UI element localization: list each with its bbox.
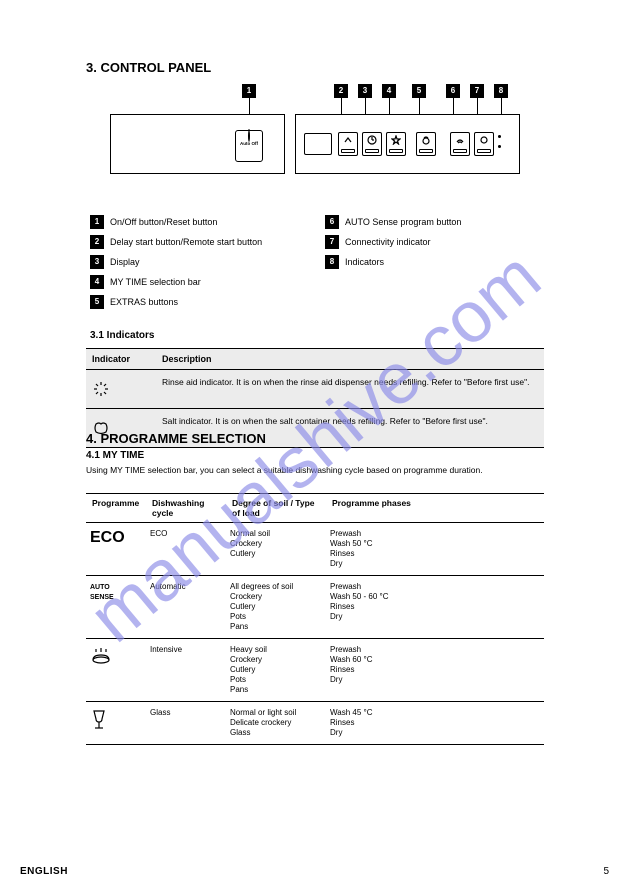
tbl2-row-eco: ECO ECO Normal soil Crockery Cutlery Pre… bbox=[86, 523, 544, 576]
page-number: 5 bbox=[603, 866, 609, 877]
legend-col-left: 1On/Off button/Reset button 2Delay start… bbox=[90, 215, 310, 315]
programmes-table: Programme Dishwashing cycle Degree of so… bbox=[86, 493, 544, 745]
plate-icon bbox=[90, 645, 112, 667]
tbl1-row-rinse: Rinse aid indicator. It is on when the r… bbox=[86, 370, 544, 409]
section-3-title: 3. CONTROL PANEL bbox=[86, 60, 211, 75]
legend-col-right: 6AUTO Sense program button 7Connectivity… bbox=[325, 215, 545, 275]
panel-dot-2 bbox=[498, 145, 501, 148]
panel-dot-1 bbox=[498, 135, 501, 138]
callout-7: 7 bbox=[470, 84, 484, 98]
tbl2-row-glass: Glass Normal or light soil Delicate croc… bbox=[86, 702, 544, 745]
callout-5: 5 bbox=[412, 84, 426, 98]
callout-6: 6 bbox=[446, 84, 460, 98]
glass-icon bbox=[90, 708, 108, 732]
tbl2-hdr-soil: Degree of soil / Type of load bbox=[226, 494, 326, 522]
tbl2-int-soil: Heavy soil Crockery Cutlery Pots Pans bbox=[226, 639, 326, 701]
tbl2-eco-phases: Prewash Wash 50 °C Rinses Dry bbox=[326, 523, 544, 575]
callout-4: 4 bbox=[382, 84, 396, 98]
panel-btn-ind bbox=[474, 132, 494, 156]
panel-right-frame bbox=[295, 114, 520, 174]
panel-btn-mytime bbox=[362, 132, 382, 156]
rinse-aid-icon bbox=[92, 380, 110, 398]
tbl2-int-phases: Prewash Wash 60 °C Rinses Dry bbox=[326, 639, 544, 701]
legend-6: AUTO Sense program button bbox=[345, 217, 461, 227]
legend-1: On/Off button/Reset button bbox=[110, 217, 217, 227]
indicators-header: 3.1 Indicators bbox=[90, 330, 154, 341]
panel-btn-conn bbox=[450, 132, 470, 156]
legend-5: EXTRAS buttons bbox=[110, 297, 178, 307]
callout-8: 8 bbox=[494, 84, 508, 98]
eco-icon: ECO bbox=[90, 529, 125, 546]
legend-8: Indicators bbox=[345, 257, 384, 267]
section-41-title: 4.1 MY TIME bbox=[86, 450, 144, 461]
panel-left-frame: Auto Off bbox=[110, 114, 285, 174]
tbl2-auto-soil: All degrees of soil Crockery Cutlery Pot… bbox=[226, 576, 326, 638]
panel-btn-auto bbox=[416, 132, 436, 156]
tbl2-glass-cycle: Glass bbox=[146, 702, 226, 744]
callout-3: 3 bbox=[358, 84, 372, 98]
tbl2-glass-phases: Wash 45 °C Rinses Dry bbox=[326, 702, 544, 744]
auto-off-button: Auto Off bbox=[235, 130, 263, 162]
tbl1-hdr-desc: Description bbox=[156, 349, 544, 369]
tbl2-hdr-cycle: Dishwashing cycle bbox=[146, 494, 226, 522]
tbl2-hdr-phases: Programme phases bbox=[326, 494, 544, 522]
footer-title: ENGLISH bbox=[20, 866, 68, 877]
autosense-icon: AUTO SENSE bbox=[90, 584, 114, 601]
tbl2-int-cycle: Intensive bbox=[146, 639, 226, 701]
tbl2-hdr-prog: Programme bbox=[86, 494, 146, 522]
tbl2-auto-phases: Prewash Wash 50 - 60 °C Rinses Dry bbox=[326, 576, 544, 638]
mytime-note: Using MY TIME selection bar, you can sel… bbox=[86, 465, 544, 476]
tbl2-auto-cycle: Automatic bbox=[146, 576, 226, 638]
panel-display bbox=[304, 133, 332, 155]
tbl1-hdr-indicator: Indicator bbox=[86, 349, 156, 369]
panel-btn-delay bbox=[338, 132, 358, 156]
legend-2: Delay start button/Remote start button bbox=[110, 237, 262, 247]
legend-3: Display bbox=[110, 257, 140, 267]
legend-4: MY TIME selection bar bbox=[110, 277, 201, 287]
tbl2-eco-soil: Normal soil Crockery Cutlery bbox=[226, 523, 326, 575]
tbl2-glass-soil: Normal or light soil Delicate crockery G… bbox=[226, 702, 326, 744]
callout-2: 2 bbox=[334, 84, 348, 98]
tbl2-row-intensive: Intensive Heavy soil Crockery Cutlery Po… bbox=[86, 639, 544, 702]
legend-7: Connectivity indicator bbox=[345, 237, 431, 247]
tbl2-row-auto: AUTO SENSE Automatic All degrees of soil… bbox=[86, 576, 544, 639]
tbl2-eco-cycle: ECO bbox=[146, 523, 226, 575]
panel-btn-extras bbox=[386, 132, 406, 156]
control-panel-diagram: 1 2 3 4 5 6 7 8 Auto Off bbox=[110, 84, 520, 194]
tbl1-desc-rinse: Rinse aid indicator. It is on when the r… bbox=[156, 370, 544, 408]
section-4-title: 4. PROGRAMME SELECTION bbox=[86, 431, 266, 446]
callout-1: 1 bbox=[242, 84, 256, 98]
